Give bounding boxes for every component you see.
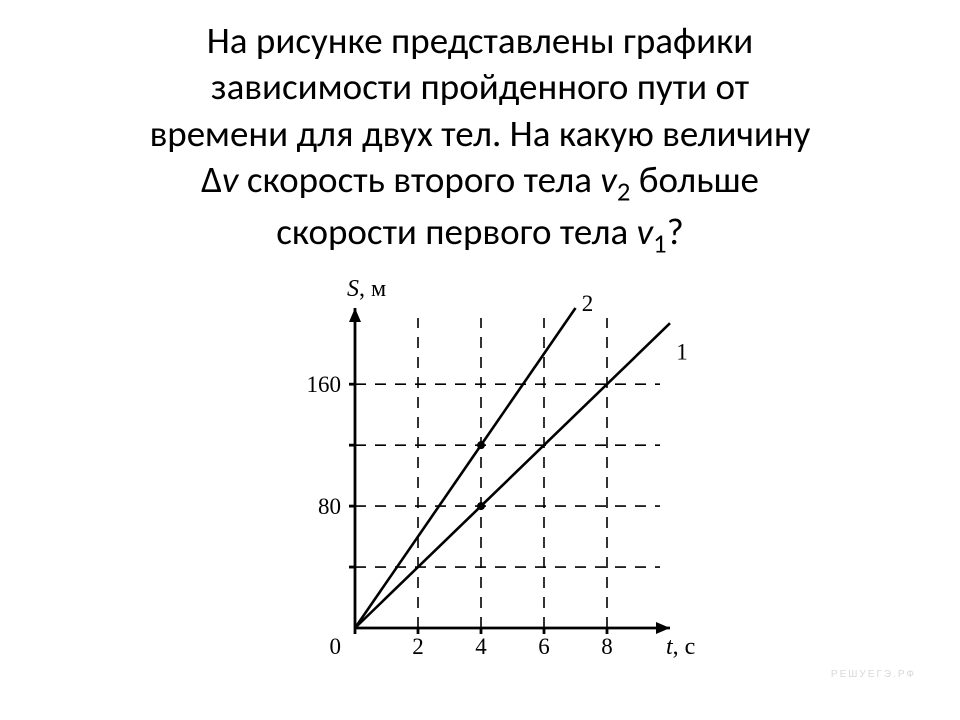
x-arrow xyxy=(656,622,670,634)
distance-time-chart: 2 4 6 8 80 160 0 S, м t, с 1 2 xyxy=(240,268,720,668)
q-line4b: скорость второго тела xyxy=(238,157,600,202)
q-line2: зависимости пройденного пути от xyxy=(211,64,749,109)
q-line1: На рисунке представлены графики xyxy=(207,18,754,63)
q-v: v xyxy=(222,157,239,202)
origin-label: 0 xyxy=(330,634,342,659)
y-axis-label: S, м xyxy=(347,276,386,302)
series-label-2: 2 xyxy=(582,291,594,316)
q-line5a: скорости первого тела xyxy=(276,209,636,254)
series-1 xyxy=(355,323,670,628)
x-tick: 2 xyxy=(412,634,424,659)
q-sub2: 2 xyxy=(617,176,631,208)
series-2 xyxy=(355,308,576,628)
y-tick: 160 xyxy=(307,372,342,397)
q-line3: времени для двух тел. На какую величину xyxy=(150,111,811,156)
watermark: РЕШУЕГЭ.РФ xyxy=(831,669,916,680)
q-line4c: больше xyxy=(630,157,759,202)
y-tick: 80 xyxy=(318,494,341,519)
q-v1: v xyxy=(637,209,654,254)
series-label-1: 1 xyxy=(676,340,688,365)
q-line5b: ? xyxy=(667,209,684,254)
q-line4a: Δ xyxy=(201,157,222,202)
y-arrow xyxy=(349,308,361,322)
x-tick: 8 xyxy=(601,634,613,659)
x-axis-label: t, с xyxy=(666,634,695,660)
q-sub1: 1 xyxy=(653,229,667,261)
marker-1 xyxy=(477,502,485,510)
question-text: На рисунке представлены графики зависимо… xyxy=(30,18,930,262)
x-tick: 6 xyxy=(538,634,550,659)
q-v2: v xyxy=(600,157,617,202)
marker-2 xyxy=(477,441,485,449)
x-tick: 4 xyxy=(475,634,487,659)
